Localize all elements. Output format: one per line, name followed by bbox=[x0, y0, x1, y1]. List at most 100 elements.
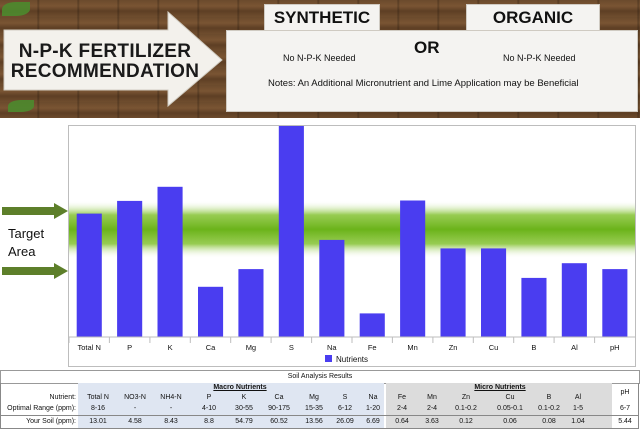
macro-soil-value: 26.09 bbox=[336, 418, 354, 425]
synthetic-recommendation: No N-P-K Needed bbox=[283, 53, 356, 63]
table-title: Soil Analysis Results bbox=[0, 370, 640, 384]
macro-soil-value: 4.58 bbox=[128, 418, 142, 425]
x-tick-label: Cu bbox=[489, 343, 499, 352]
macro-soil-value: 8.43 bbox=[164, 418, 178, 425]
ph-soil-value: 5.44 bbox=[618, 418, 632, 425]
macro-optimal-range: 15-35 bbox=[305, 405, 323, 412]
micro-optimal-range: 2-4 bbox=[396, 405, 408, 412]
page-title: N-P-K FERTILIZER RECOMMENDATION bbox=[10, 42, 200, 82]
macro-optimal-range: - bbox=[169, 405, 173, 412]
bar-na bbox=[319, 239, 345, 337]
macro-optimal-range: 8-16 bbox=[90, 405, 105, 412]
macro-section bbox=[78, 383, 384, 429]
micro-soil-value: 1.04 bbox=[571, 418, 585, 425]
bar-fe bbox=[359, 313, 385, 337]
chart-svg: Total N P K Ca Mg S Na Fe Mn Zn Cu B Al pH Nutrients bbox=[68, 126, 635, 364]
x-tick-label: Total N bbox=[78, 343, 101, 352]
macro-soil-value: 8.8 bbox=[204, 418, 214, 425]
row-label-nutrient: Nutrient: bbox=[49, 394, 76, 401]
micro-soil-value: 0.06 bbox=[503, 418, 517, 425]
macro-optimal-range: 1-20 bbox=[365, 405, 380, 412]
x-tick-label: Na bbox=[327, 343, 337, 352]
macro-soil-value: 60.52 bbox=[270, 418, 288, 425]
macro-nutrient-name: Na bbox=[368, 394, 378, 401]
bar-k bbox=[157, 186, 183, 337]
legend-label: Nutrients bbox=[336, 355, 368, 364]
micro-nutrient-name: Cu bbox=[505, 394, 515, 401]
macro-nutrient-name: Total N bbox=[87, 394, 109, 401]
table-divider bbox=[0, 415, 638, 416]
target-lower-arrow-icon bbox=[2, 263, 68, 279]
target-band bbox=[69, 200, 635, 259]
bar-total-n bbox=[76, 213, 102, 337]
micro-optimal-range: 0.1-0.2 bbox=[538, 405, 560, 412]
x-tick-label: Mg bbox=[246, 343, 256, 352]
bar-b bbox=[521, 277, 547, 337]
synthetic-header: SYNTHETIC bbox=[264, 4, 380, 32]
ph-optimal-range: 6-7 bbox=[619, 405, 631, 412]
micro-soil-value: 0.08 bbox=[542, 418, 556, 425]
title-line-2: RECOMMENDATION bbox=[10, 61, 200, 82]
micro-nutrient-name: Mn bbox=[427, 394, 437, 401]
x-tick-label: Fe bbox=[368, 343, 377, 352]
macro-optimal-range: 4-10 bbox=[201, 405, 216, 412]
x-tick-label: K bbox=[168, 343, 173, 352]
nutrient-chart: Total N P K Ca Mg S Na Fe Mn Zn Cu B Al pH Nutrients bbox=[68, 125, 636, 367]
macro-nutrient-name: NO3-N bbox=[124, 394, 146, 401]
bar-ca bbox=[198, 286, 224, 337]
x-tick-label: S bbox=[289, 343, 294, 352]
micro-soil-value: 0.64 bbox=[395, 418, 409, 425]
or-label: OR bbox=[414, 38, 440, 57]
table-right-border bbox=[638, 383, 639, 429]
organic-header: ORGANIC bbox=[466, 4, 600, 32]
micro-section bbox=[386, 383, 612, 429]
title-line-1: N-P-K FERTILIZER bbox=[18, 41, 192, 62]
x-tick-label: Ca bbox=[206, 343, 216, 352]
x-tick-label: Al bbox=[571, 343, 578, 352]
row-label-optimal: Optimal Range (ppm): bbox=[7, 405, 76, 412]
x-tick-label: Mn bbox=[407, 343, 417, 352]
macro-nutrient-name: Ca bbox=[274, 394, 284, 401]
recommendation-notes: Notes: An Additional Micronutrient and L… bbox=[268, 78, 579, 89]
leaf-decoration bbox=[2, 2, 30, 16]
macro-optimal-range: 90-175 bbox=[268, 405, 290, 412]
soil-analysis-table: Soil Analysis Results Macro Nutrients Mi… bbox=[0, 370, 640, 430]
bar-mn bbox=[400, 200, 426, 337]
macro-optimal-range: 6-12 bbox=[337, 405, 352, 412]
macro-nutrient-name: S bbox=[342, 394, 348, 401]
macro-optimal-range: - bbox=[133, 405, 137, 412]
bar-al bbox=[561, 263, 587, 337]
macro-soil-value: 13.01 bbox=[89, 418, 107, 425]
table-bottom-border bbox=[0, 428, 638, 429]
target-label-line-2: Area bbox=[8, 244, 36, 259]
macro-group-label: Macro Nutrients bbox=[213, 384, 267, 391]
micro-soil-value: 0.12 bbox=[459, 418, 473, 425]
row-label-soil: Your Soil (ppm): bbox=[26, 418, 76, 425]
macro-nutrient-name: P bbox=[206, 394, 212, 401]
organic-recommendation: No N-P-K Needed bbox=[503, 53, 576, 63]
bar-p bbox=[117, 200, 143, 337]
bar-ph bbox=[602, 269, 628, 337]
micro-optimal-range: 1-5 bbox=[572, 405, 584, 412]
header-banner: N-P-K FERTILIZER RECOMMENDATION SYNTHETI… bbox=[0, 0, 640, 118]
x-tick-label: Zn bbox=[449, 343, 458, 352]
micro-optimal-range: 2-4 bbox=[426, 405, 438, 412]
recommendation-panel bbox=[226, 30, 638, 112]
macro-optimal-range: 30-55 bbox=[235, 405, 253, 412]
micro-group-label: Micro Nutrients bbox=[474, 384, 526, 391]
macro-nutrient-name: Mg bbox=[309, 394, 319, 401]
micro-nutrient-name: B bbox=[546, 394, 552, 401]
macro-soil-value: 54.79 bbox=[235, 418, 253, 425]
arrow-sign-icon bbox=[3, 10, 223, 108]
ph-label: pH bbox=[620, 389, 630, 396]
micro-nutrient-name: Fe bbox=[397, 394, 407, 401]
micro-nutrient-name: Al bbox=[574, 394, 582, 401]
micro-nutrient-name: Zn bbox=[461, 394, 471, 401]
micro-optimal-range: 0.1-0.2 bbox=[455, 405, 477, 412]
target-upper-arrow-icon bbox=[2, 203, 68, 219]
macro-nutrient-name: K bbox=[241, 394, 247, 401]
leaf-decoration bbox=[8, 100, 34, 112]
micro-soil-value: 3.63 bbox=[425, 418, 439, 425]
legend-swatch bbox=[325, 355, 332, 362]
macro-soil-value: 13.56 bbox=[305, 418, 323, 425]
